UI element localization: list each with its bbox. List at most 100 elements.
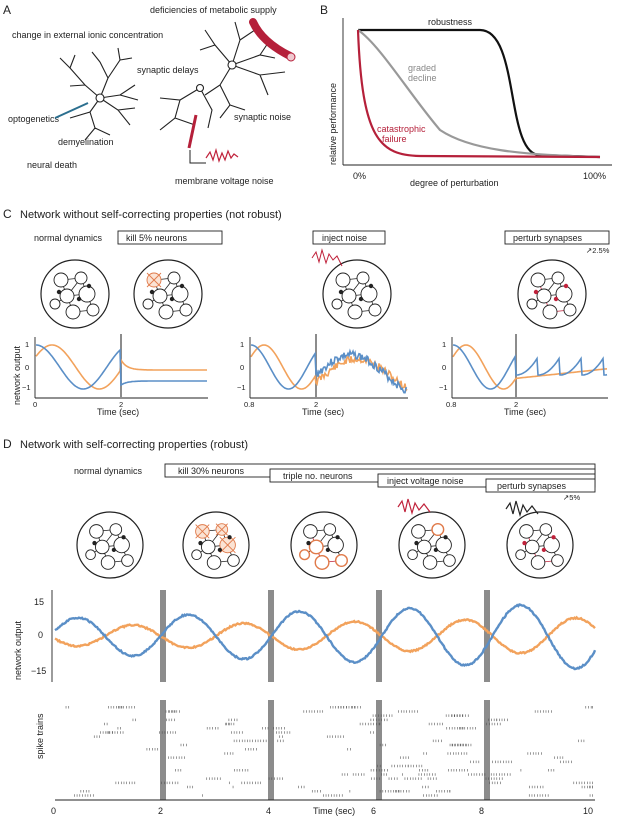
neuron-illustration-left: [54, 47, 139, 141]
c-net-kill-synapse: [169, 296, 175, 302]
d-net-noise-node: [407, 549, 418, 561]
c-net-normal-node: [65, 304, 81, 320]
membrane-noise-trace: [205, 147, 239, 163]
label-membrane-noise: membrane voltage noise: [175, 176, 274, 186]
curve-graded: [357, 29, 601, 159]
c-net-noise-node: [331, 298, 343, 310]
d-net-kill-cross: [215, 523, 228, 536]
b-legend-graded-1: graded: [408, 63, 436, 73]
c1-blue-trace: [36, 344, 207, 390]
d-net-triple-node: [327, 536, 344, 554]
d-net-noise-synapse: [433, 547, 439, 552]
d-net-triple-synapse: [306, 540, 311, 546]
label-metabolic: deficiencies of metabolic supply: [150, 5, 277, 15]
d-normal-label: normal dynamics: [74, 466, 143, 476]
c3-xtick-0: 0.8: [446, 400, 456, 409]
c-net-noise-synapse: [358, 296, 364, 302]
d-net-normal-node: [113, 536, 130, 554]
d-net-perturb-synapse: [522, 540, 527, 546]
d-perturb-bar-bottom: [160, 700, 166, 800]
d-ytick-15: 15: [34, 597, 44, 607]
c-plot-2: 1 0 −1 0.8 2 Time (sec): [237, 334, 408, 417]
d-net-normal-synapse: [92, 540, 97, 546]
c3-xlabel: Time (sec): [504, 407, 546, 417]
c2-ytick-1: 1: [240, 340, 244, 349]
d-box-noise-label: inject voltage noise: [387, 476, 464, 486]
d-net-normal-node: [100, 555, 116, 570]
c1-ytick-0: 0: [25, 363, 29, 372]
c-normal-label: normal dynamics: [34, 233, 103, 243]
d-orange-trace: [54, 615, 596, 655]
c-noise-glyph: [311, 248, 343, 267]
curve-catastrophic: [356, 29, 601, 159]
c-net-noise-synapse: [338, 289, 344, 295]
d-net-noise-node: [411, 524, 426, 539]
d-spike-label: spike trains: [35, 713, 45, 759]
c1-xlabel: Time (sec): [97, 407, 139, 417]
d-net-normal-synapse: [111, 547, 117, 552]
d-net-kill-node: [227, 554, 240, 567]
c3-ytick-m1: −1: [439, 383, 448, 392]
d-net-kill-synapse: [227, 535, 232, 540]
d-net-triple: [290, 511, 358, 579]
d-net-noise: [398, 511, 466, 579]
d-net-normal-node: [109, 523, 123, 536]
b-x-label: degree of perturbation: [410, 178, 499, 188]
d-net-perturb: [506, 511, 574, 579]
label-optogenetics: optogenetics: [8, 114, 60, 124]
c-title: Network without self-correcting properti…: [20, 209, 282, 221]
c-net-normal-synapse: [86, 283, 92, 289]
c-net-kill-node: [152, 288, 168, 304]
c1-xtick-0: 0: [33, 400, 37, 409]
c-net-normal-synapse: [56, 289, 62, 295]
b-legend-catastrophic-2: failure: [382, 134, 407, 144]
c-net-kill-synapse: [179, 283, 185, 289]
d-net-noise-synapse: [443, 535, 448, 540]
c3-xtick-2: 2: [514, 400, 518, 409]
c-net-kill: [133, 259, 203, 329]
c-net-perturb-node: [551, 271, 565, 285]
c-net-perturb-synapse: [553, 296, 559, 302]
c-box-perturb: [504, 230, 610, 245]
d-net-noise-node: [422, 555, 438, 570]
b-legend-catastrophic-1: catastrophic: [377, 124, 426, 134]
d-box-perturb-label: perturb synapses: [497, 481, 567, 491]
c-box-perturb-label: perturb synapses: [513, 233, 583, 243]
d-net-triple-node: [314, 554, 330, 570]
c-box-noise-label: inject noise: [322, 233, 367, 243]
d-net-triple-node: [323, 523, 337, 536]
d-xtick-6: 6: [371, 806, 376, 816]
panel-label-b: B: [320, 3, 328, 17]
d-net-triple-synapse: [335, 535, 340, 540]
d-net-normal-node: [89, 524, 104, 539]
d-net-normal-node: [85, 549, 96, 561]
d-net-triple-node: [308, 539, 324, 555]
c-net-noise-node: [335, 272, 351, 288]
c-net-kill-node: [167, 271, 181, 285]
d-net-kill-node: [206, 555, 222, 570]
c-net-normal-node: [49, 298, 61, 310]
b-x-tick-0: 0%: [353, 171, 366, 181]
c-net-perturb-synapse: [563, 283, 569, 289]
d-net-noise-synapse: [414, 540, 419, 546]
d-net-normal: [76, 511, 144, 579]
c-net-normal-node: [86, 303, 100, 317]
c1-orange-trace: [35, 344, 207, 390]
c2-xtick-2: 2: [314, 400, 318, 409]
d-net-perturb-node: [551, 554, 564, 567]
d-xlabel: Time (sec): [313, 806, 355, 816]
d-net-kill-node: [191, 549, 202, 561]
label-ionic: change in external ionic concentration: [12, 30, 163, 40]
d-noise-glyph-red: [397, 498, 431, 516]
c-net-kill-node: [158, 304, 174, 320]
d-box-perturb: [485, 478, 596, 493]
d-net-triple-node: [303, 524, 318, 539]
c-net-noise-node: [356, 271, 370, 285]
d-xtick-0: 0: [51, 806, 56, 816]
c-net-noise-node: [341, 288, 357, 304]
neuron-illustration-right: [159, 21, 286, 149]
c-plot-1: 1 0 −1 0 2 Time (sec): [22, 334, 208, 417]
b-x-tick-100: 100%: [583, 171, 606, 181]
d-net-triple-node: [334, 554, 348, 568]
